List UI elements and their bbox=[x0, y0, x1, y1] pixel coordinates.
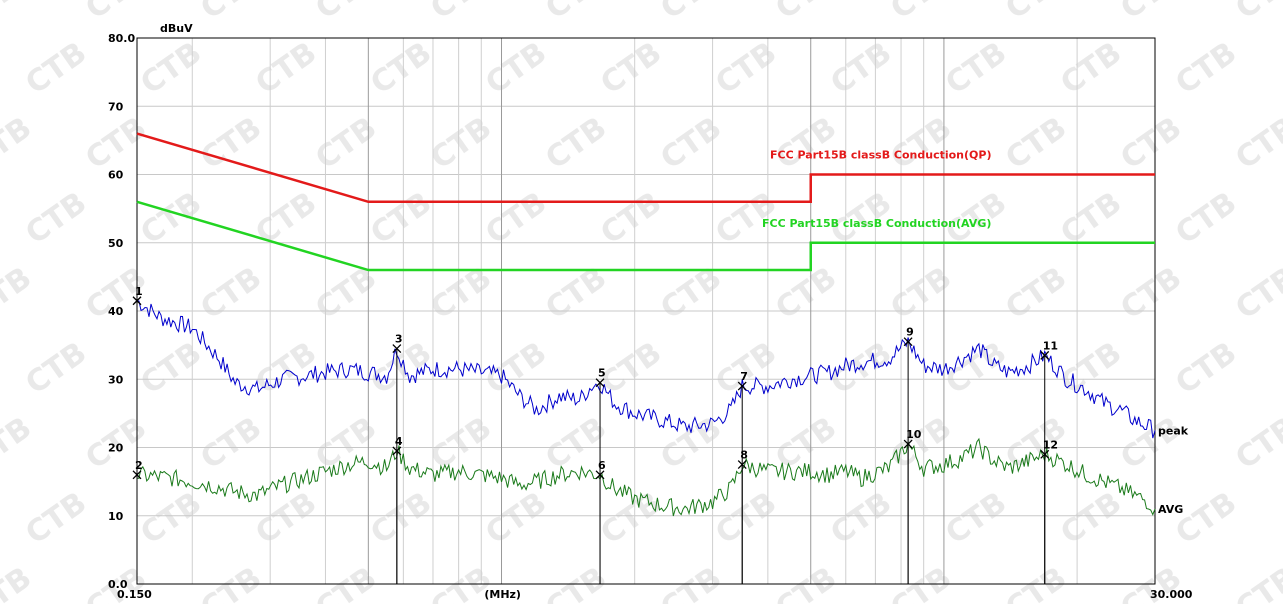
marker-x bbox=[737, 381, 747, 391]
y-tick-label: 40 bbox=[108, 305, 124, 318]
marker-label: 8 bbox=[740, 449, 748, 462]
data-series: peak AVG bbox=[136, 300, 1189, 517]
y-tick-label: 30 bbox=[108, 373, 124, 386]
marker-x bbox=[595, 378, 605, 388]
marker-x bbox=[392, 446, 402, 456]
limit-lines: FCC Part15B classB Conduction(QP) FCC Par… bbox=[136, 132, 1155, 272]
limit-line-label: FCC Part15B classB Conduction(AVG) bbox=[762, 217, 991, 230]
marker-x bbox=[737, 460, 747, 470]
grid bbox=[137, 38, 1155, 584]
y-tick-label: 60 bbox=[108, 169, 124, 182]
marker-label: 2 bbox=[135, 459, 143, 472]
marker-label: 7 bbox=[740, 370, 748, 383]
marker-label: 4 bbox=[395, 435, 403, 448]
marker-x bbox=[903, 439, 913, 449]
limit-line-label: FCC Part15B classB Conduction(QP) bbox=[770, 149, 991, 162]
series-line bbox=[136, 300, 1156, 439]
marker-label: 10 bbox=[906, 428, 922, 441]
series-label: AVG bbox=[1158, 503, 1183, 516]
y-tick-label: 70 bbox=[108, 100, 124, 113]
marker-label: 1 bbox=[135, 285, 143, 298]
marker-label: 11 bbox=[1043, 339, 1058, 352]
y-tick-label: 20 bbox=[108, 442, 124, 455]
x-tick-label: 30.000 bbox=[1150, 588, 1193, 601]
x-axis-ticks: 0.150 (MHz) 30.000 bbox=[117, 588, 1193, 601]
marker-x bbox=[595, 470, 605, 480]
marker-x bbox=[903, 337, 913, 347]
marker-x bbox=[1040, 449, 1050, 459]
marker-label: 3 bbox=[395, 333, 403, 346]
limit-line bbox=[136, 200, 1155, 272]
y-tick-label: 0.0 bbox=[108, 578, 128, 591]
marker-label: 9 bbox=[906, 326, 914, 339]
marker-label: 6 bbox=[598, 459, 606, 472]
marker-x bbox=[1040, 350, 1050, 360]
marker-x bbox=[132, 470, 142, 480]
y-tick-label: 50 bbox=[108, 237, 124, 250]
marker-label: 5 bbox=[598, 367, 606, 380]
series-line bbox=[136, 437, 1156, 517]
limit-line bbox=[136, 132, 1155, 204]
marker-x bbox=[392, 344, 402, 353]
y-axis-ticks: 0.0 10 20 30 40 50 60 70 80.0 bbox=[108, 32, 135, 591]
marker-x bbox=[132, 296, 142, 306]
y-tick-label: 10 bbox=[108, 510, 124, 523]
x-tick-label: 0.150 bbox=[117, 588, 152, 601]
y-tick-label: 80.0 bbox=[108, 32, 135, 45]
x-tick-label: (MHz) bbox=[484, 588, 521, 601]
series-label: peak bbox=[1158, 424, 1189, 437]
y-axis-label: dBuV bbox=[160, 22, 193, 35]
marker-label: 12 bbox=[1043, 438, 1058, 451]
